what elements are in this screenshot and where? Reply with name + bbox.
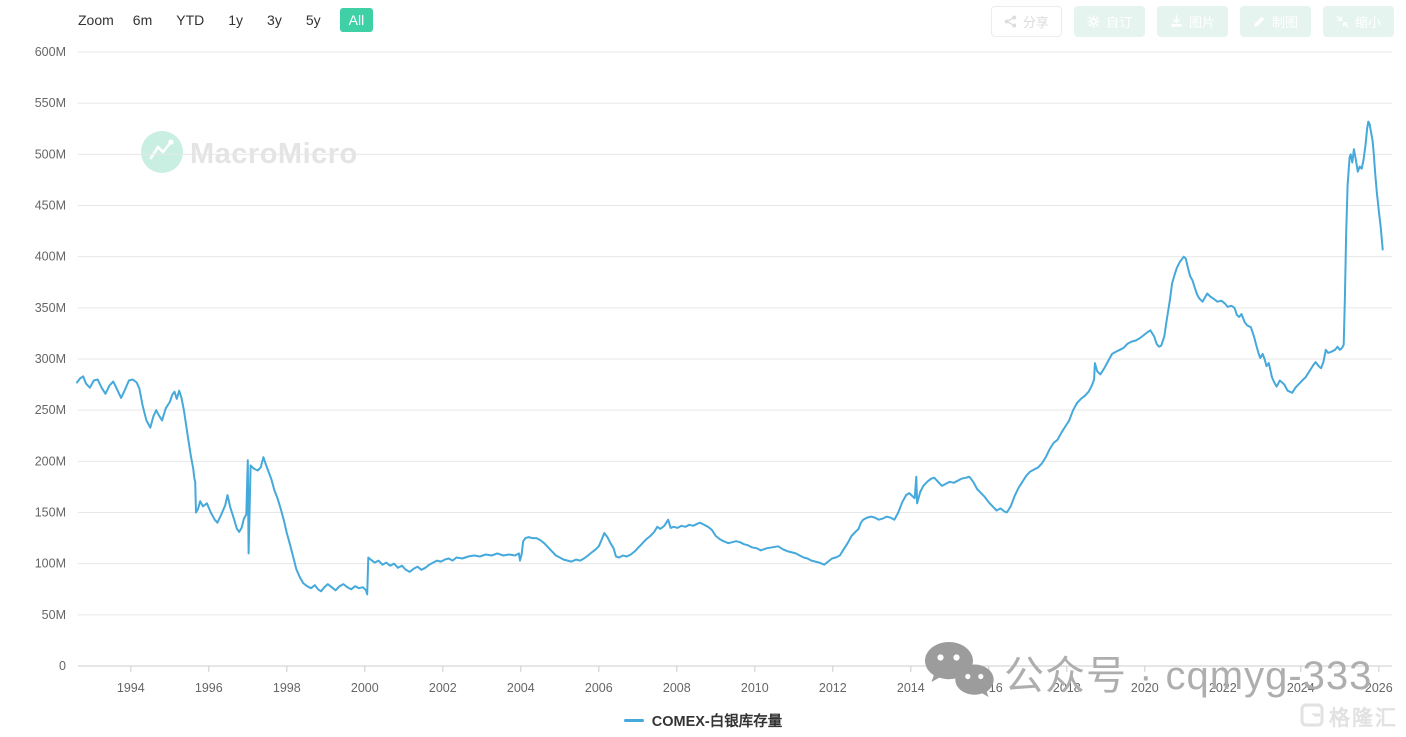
- x-axis-tick-label: 2024: [1287, 681, 1315, 695]
- range-button-6m[interactable]: 6m: [132, 12, 153, 28]
- range-button-all[interactable]: All: [339, 8, 374, 32]
- action-buttons: 分享 自订 图片 制图 缩小: [990, 6, 1394, 37]
- range-button-ytd[interactable]: YTD: [176, 12, 205, 28]
- x-axis-tick-label: 2004: [507, 681, 535, 695]
- chart-toolbar: Zoom 6m YTD 1y 3y 5y All 分享 自订 图片 制图 缩小: [0, 0, 1406, 44]
- zoom-label: Zoom: [78, 12, 114, 28]
- gelonghui-text: 格隆汇: [1329, 707, 1398, 730]
- pencil-icon: [1253, 15, 1266, 28]
- macromicro-logo-icon: [141, 131, 183, 178]
- action-button-label: 图片: [1188, 15, 1215, 30]
- action-button-share[interactable]: 分享: [990, 6, 1062, 37]
- x-axis-tick-label: 1998: [273, 681, 301, 695]
- x-axis-tick-label: 2022: [1209, 681, 1237, 695]
- x-axis-tick-label: 2018: [1053, 681, 1081, 695]
- range-button-5y[interactable]: 5y: [305, 12, 321, 28]
- y-axis-tick-label: 350M: [35, 301, 66, 315]
- gelonghui-logo: 格隆汇: [1300, 702, 1398, 732]
- y-axis-tick-label: 100M: [35, 557, 66, 571]
- range-button-1y[interactable]: 1y: [228, 12, 244, 28]
- gelonghui-icon: [1300, 703, 1324, 732]
- x-axis-tick-label: 2006: [585, 681, 613, 695]
- y-axis-tick-label: 200M: [35, 454, 66, 468]
- y-axis-tick-label: 500M: [35, 147, 66, 161]
- x-axis-tick-label: 2026: [1365, 681, 1393, 695]
- x-axis-tick-label: 2012: [819, 681, 847, 695]
- download-icon: [1170, 15, 1183, 28]
- x-axis-tick-label: 1996: [195, 681, 223, 695]
- legend-line-marker: [623, 719, 644, 722]
- x-axis-tick-label: 2014: [897, 681, 925, 695]
- y-axis-tick-label: 550M: [35, 96, 66, 110]
- gear-icon: [1087, 15, 1100, 28]
- x-axis-tick-label: 2002: [429, 681, 457, 695]
- x-axis-tick-label: 2016: [975, 681, 1003, 695]
- y-axis-tick-label: 150M: [35, 506, 66, 520]
- y-axis-tick-label: 400M: [35, 250, 66, 264]
- x-axis-tick-label: 2008: [663, 681, 691, 695]
- y-axis-tick-label: 300M: [35, 352, 66, 366]
- chart-canvas[interactable]: 0 50M 100M 150M 200M 250M 300M 350M 400M 450M 500M…: [0, 0, 1406, 700]
- x-axis-tick-label: 1994: [117, 681, 145, 695]
- y-axis-tick-label: 600M: [35, 45, 66, 59]
- x-axis-tick-label: 2020: [1131, 681, 1159, 695]
- action-button-gear[interactable]: 自订: [1073, 6, 1145, 37]
- y-axis-tick-label: 450M: [35, 199, 66, 213]
- action-button-label: 制图: [1271, 15, 1298, 30]
- action-button-label: 缩小: [1354, 15, 1381, 30]
- y-axis-tick-label: 250M: [35, 403, 66, 417]
- y-axis-tick-label: 0: [59, 659, 66, 673]
- shrink-icon: [1336, 15, 1349, 28]
- x-axis-tick-label: 2000: [351, 681, 379, 695]
- series-line[interactable]: [76, 120, 1384, 596]
- share-icon: [1004, 15, 1017, 28]
- action-button-label: 分享: [1022, 15, 1049, 30]
- action-button-shrink[interactable]: 缩小: [1322, 6, 1394, 37]
- legend-label: COMEX-白银库存量: [651, 714, 783, 730]
- range-selector: Zoom 6m YTD 1y 3y 5y All: [78, 8, 374, 32]
- action-button-pencil[interactable]: 制图: [1239, 6, 1311, 37]
- range-button-3y[interactable]: 3y: [267, 12, 282, 28]
- chart-legend[interactable]: COMEX-白银库存量: [0, 710, 1406, 731]
- x-axis-tick-label: 2010: [741, 681, 769, 695]
- y-axis-tick-label: 50M: [42, 608, 66, 622]
- action-button-download[interactable]: 图片: [1156, 6, 1228, 37]
- action-button-label: 自订: [1105, 15, 1132, 30]
